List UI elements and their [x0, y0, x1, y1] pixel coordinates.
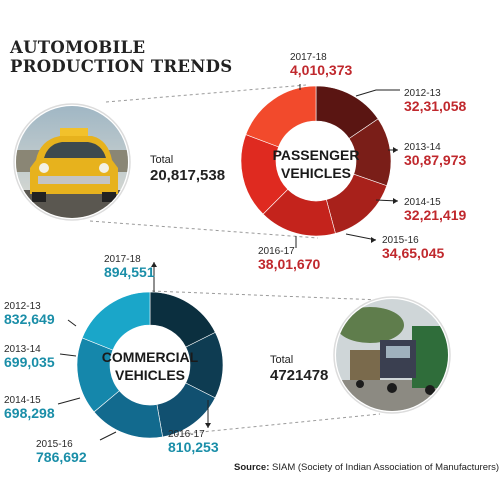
source-label: Source: [234, 462, 270, 473]
passenger-year-label-2017-18: 2017-18 [290, 52, 327, 63]
passenger-title-line-1: PASSENGER [273, 147, 360, 163]
taxi-photo [13, 103, 131, 221]
passenger-value-label-2014-15: 32,21,419 [404, 207, 466, 223]
callout-leaders [57, 84, 400, 441]
commercial-leader-2015-16 [99, 431, 117, 441]
commercial-total-value: 4721478 [270, 367, 329, 384]
passenger-arrow-2015-16 [371, 237, 376, 243]
commercial-leader-2012-13 [67, 319, 77, 327]
passenger-year-label-2015-16: 2015-16 [382, 235, 419, 246]
commercial-year-label-2015-16: 2015-16 [36, 439, 73, 450]
passenger-donut-center-label: PASSENGER VEHICLES [273, 147, 360, 181]
commercial-title-line-1: COMMERCIAL [102, 349, 199, 365]
passenger-value-label-2015-16: 34,65,045 [382, 245, 444, 261]
truck-photo [333, 296, 451, 414]
commercial-total-label: Total [270, 354, 294, 366]
passenger-total-value: 20,817,538 [150, 167, 226, 184]
commercial-slice-2017-18 [81, 291, 151, 351]
commercial-arrow-2016-17 [205, 423, 211, 428]
source-note: Source: SIAM (Society of Indian Associat… [234, 462, 499, 473]
commercial-leader-2013-14 [59, 353, 77, 357]
commercial-title-line-2: VEHICLES [115, 367, 185, 383]
commercial-total: Total 4721478 [270, 354, 328, 384]
source-text: SIAM (Society of Indian Association of M… [272, 462, 500, 473]
commercial-value-label-2017-18: 894,551 [104, 264, 155, 280]
title-line-2: PRODUCTION TRENDS [10, 57, 233, 76]
passenger-year-label-2013-14: 2013-14 [404, 142, 441, 153]
passenger-value-label-2012-13: 32,31,058 [404, 98, 466, 114]
passenger-vehicles-donut [240, 85, 392, 237]
passenger-leader-2012-13 [355, 89, 400, 97]
page-title: AUTOMOBILE PRODUCTION TRENDS [10, 38, 233, 76]
passenger-slice-2014-15 [325, 173, 388, 234]
commercial-value-label-2013-14: 699,035 [4, 354, 55, 370]
passenger-title-line-2: VEHICLES [281, 165, 351, 181]
passenger-arrow-2013-14 [393, 147, 398, 153]
dashed-guides [89, 84, 381, 438]
passenger-total-label: Total [150, 154, 174, 166]
passenger-year-label-2012-13: 2012-13 [404, 88, 441, 99]
passenger-value-label-2016-17: 38,01,670 [258, 256, 320, 272]
passenger-year-label-2014-15: 2014-15 [404, 197, 441, 208]
commercial-donut-center-label: COMMERCIAL VEHICLES [102, 349, 199, 383]
commercial-year-label-2016-17: 2016-17 [168, 429, 205, 440]
commercial-year-label-2012-13: 2012-13 [4, 301, 41, 312]
commercial-value-label-2014-15: 698,298 [4, 405, 55, 421]
commercial-year-label-2013-14: 2013-14 [4, 344, 41, 355]
commercial-year-label-2017-18: 2017-18 [104, 254, 141, 265]
passenger-value-label-2013-14: 30,87,973 [404, 152, 466, 168]
passenger-value-label-2017-18: 4,010,373 [290, 62, 352, 78]
passenger-year-label-2016-17: 2016-17 [258, 246, 295, 257]
commercial-value-label-2016-17: 810,253 [168, 439, 219, 455]
commercial-value-label-2012-13: 832,649 [4, 311, 55, 327]
commercial-year-label-2014-15: 2014-15 [4, 395, 41, 406]
commercial-leader-2014-15 [57, 397, 81, 405]
commercial-arrow-2017-18 [151, 262, 157, 267]
passenger-slice-2017-18 [245, 85, 317, 148]
title-line-1: AUTOMOBILE [10, 38, 146, 57]
passenger-arrow-2014-15 [393, 198, 398, 204]
commercial-value-label-2015-16: 786,692 [36, 449, 87, 465]
callout-labels: 2012-1332,31,0582013-1430,87,9732014-153… [4, 52, 466, 465]
commercial-vehicles-donut [76, 291, 224, 439]
passenger-total: Total 20,817,538 [150, 154, 225, 184]
